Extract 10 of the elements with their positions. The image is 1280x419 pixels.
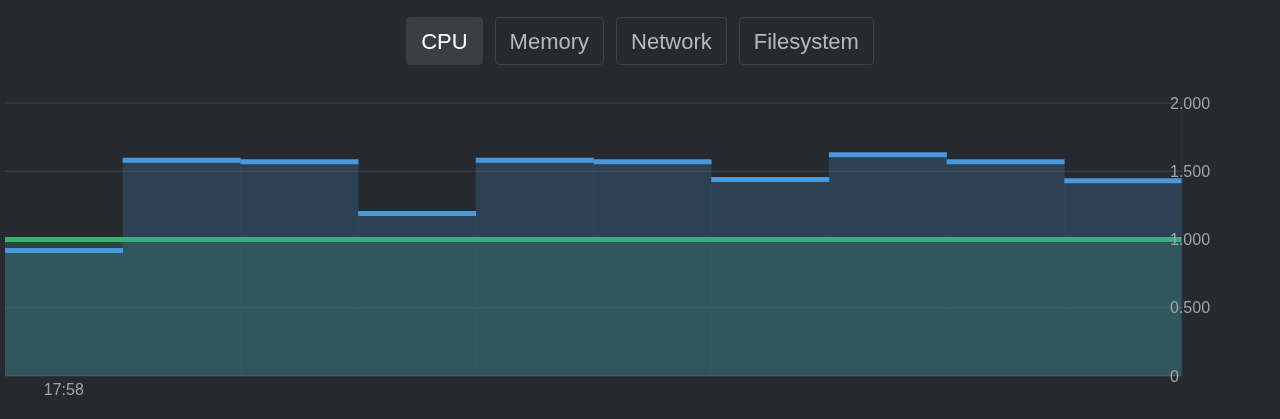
text: CPU xyxy=(406,17,483,65)
y-tick-label: 2.000 xyxy=(1170,94,1211,112)
y-tick-label: 0 xyxy=(1170,367,1179,385)
y-tick-label: 1.000 xyxy=(1170,231,1211,249)
y-tick-label: 0.500 xyxy=(1170,299,1211,317)
y-tick-label: 1.500 xyxy=(1170,162,1211,180)
text: Memory xyxy=(494,17,605,65)
text: Network xyxy=(616,17,727,65)
x-tick-label: 17:58 xyxy=(43,381,84,399)
text: Filesystem xyxy=(738,17,874,65)
